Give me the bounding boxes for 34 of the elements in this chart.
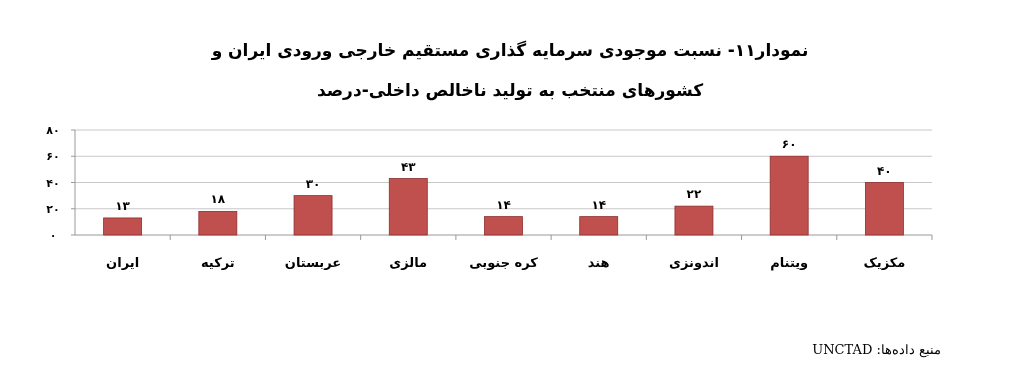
bar [484,216,523,236]
y-tick-label: ۶۰ [46,150,60,164]
bar [198,210,238,236]
x-tick-label: اندونزی [669,255,719,270]
x-tick-label: ترکیه [200,255,235,270]
y-tick-label: ۴۰ [46,176,60,190]
bar [103,217,143,236]
data-label: ۱۴ [591,197,607,212]
text: منبع داده‌ها: UNCTAD [812,342,941,357]
data-label: ۳۰ [305,176,321,191]
bar [579,216,619,236]
bar [769,155,809,236]
data-label: ۱۴ [496,197,511,212]
data-label: ۴۰ [877,163,892,178]
bar [674,205,714,236]
chart-title: نمودار۱۱- نسبت موجودی سرمایه گذاری مستقیم خارجی ورودی ایران و کشورهای منتخب به تولید ناخالص داخلی-درصد [210,39,810,103]
x-tick-label: هند [587,255,610,270]
x-tick-label: ویتنام [770,255,809,271]
x-tick-label: کره جنوبی [469,255,539,270]
x-tick-label: عربستان [284,255,342,270]
data-label: ۴۳ [400,159,417,174]
x-tick-label: مکزیک [863,255,906,270]
x-tick-label: مالزی [389,255,428,270]
bar [388,178,428,236]
y-tick-label: ۲۰ [46,202,60,216]
x-tick-label: ایران [106,255,140,270]
data-label: ۶۰ [781,137,797,152]
data-label: ۱۳ [115,198,131,213]
data-label: ۲۲ [686,187,702,202]
bar [293,195,333,236]
bar [864,182,904,236]
y-tick-label: ۸۰ [46,124,60,137]
data-label: ۱۸ [210,192,226,207]
y-tick-label: ۰ [49,229,57,242]
